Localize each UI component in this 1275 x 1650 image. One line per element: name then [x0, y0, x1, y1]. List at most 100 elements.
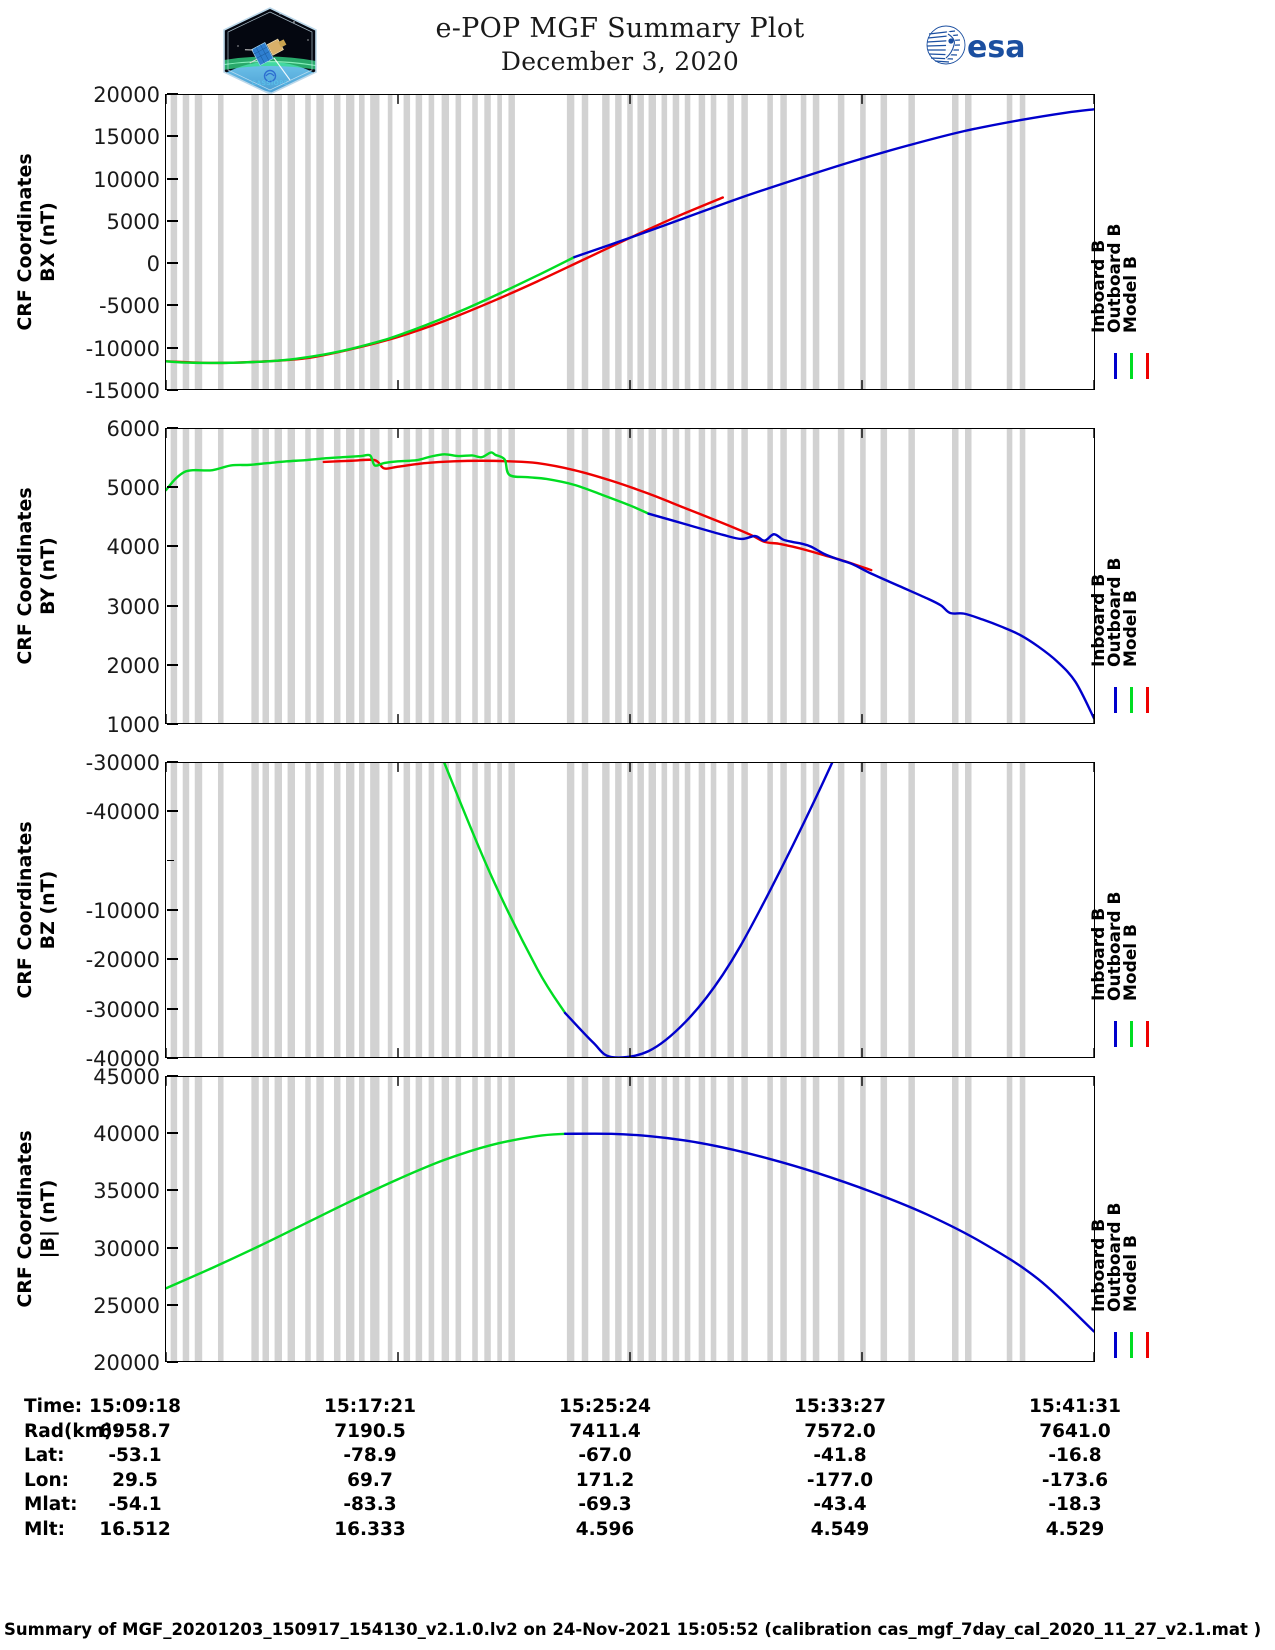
- y-tick-label: 20000: [93, 1351, 160, 1375]
- legend-swatch-outboard-b: [1130, 352, 1133, 379]
- table-row-label: Time:: [24, 1396, 83, 1417]
- page-header: CASSIOPE e-POP MGF Summary Plot December…: [0, 0, 1275, 95]
- y-tick-mark: [167, 1246, 178, 1249]
- table-cell: -177.0: [806, 1469, 874, 1491]
- y-tick-label: 10000: [93, 167, 160, 192]
- y-tick-mark: [167, 1057, 178, 1059]
- table-cell: -78.9: [343, 1445, 397, 1466]
- table-row: Lon: 29.5 69.7 171.2 -177.0 -173.6: [0, 1470, 1275, 1495]
- plot-area-b: [165, 1076, 1095, 1362]
- table-cell: 15:25:24: [558, 1396, 652, 1417]
- y-tick-label: 20000: [93, 83, 160, 107]
- table-cell: 15:09:18: [88, 1396, 182, 1417]
- legend-by: Inboard B Outboard B Model B: [1089, 517, 1169, 713]
- trace-lines: [166, 95, 1094, 389]
- table-row: Rad(km): 6958.7 7190.5 7411.4 7572.0 7641.0: [0, 1421, 1275, 1446]
- data-gap-bands: [166, 429, 1094, 723]
- y-tick-mark: [167, 545, 178, 548]
- mission-logo-caption: CASSIOPE: [251, 79, 288, 87]
- table-row: Mlt: 16.512 16.333 4.596 4.549 4.529: [0, 1519, 1275, 1544]
- title-block: e-POP MGF Summary Plot December 3, 2020: [330, 12, 910, 78]
- table-cell: -18.3: [1048, 1494, 1102, 1515]
- axis-title-bx: CRF Coordinates BX (nT): [14, 153, 59, 331]
- y-tick-label: 45000: [93, 1065, 160, 1089]
- y-axis-labels-bx: 20000 15000 10000 5000 0 -5000 -10000 -15000: [45, 83, 178, 403]
- y-tick-label: 4000: [106, 535, 160, 560]
- footer-note: Summary of MGF_20201203_150917_154130_v2…: [4, 1620, 1262, 1639]
- table-cell: 29.5: [112, 1469, 158, 1491]
- y-tick-label: 2000: [106, 653, 160, 678]
- table-cell: 15:41:31: [1028, 1396, 1122, 1417]
- esa-logo: esa: [925, 22, 1043, 68]
- y-tick-label: -15000: [85, 379, 160, 403]
- table-row-label: Mlt:: [24, 1518, 65, 1540]
- y-axis-labels-by: 6000 5000 4000 3000 2000 1000: [45, 417, 178, 737]
- table-cell: 16.333: [334, 1518, 406, 1540]
- trace-lines: [166, 763, 1094, 1057]
- y-tick-mark: [167, 663, 178, 666]
- legend-swatch-inboard-b: [1114, 352, 1117, 379]
- y-tick-mark: [167, 135, 178, 138]
- y-tick-label: -30000: [85, 751, 160, 775]
- y-tick-label: 15000: [93, 125, 160, 150]
- page-title: e-POP MGF Summary Plot: [435, 13, 805, 44]
- y-tick-label: 40000: [93, 1122, 160, 1147]
- axis-title-bz: CRF Coordinates BZ (nT): [14, 821, 59, 999]
- table-cell: -43.4: [813, 1494, 867, 1515]
- axis-title-by: CRF Coordinates BY (nT): [14, 487, 59, 665]
- y-axis-labels-bz: -30000 -40000 -10000 -20000 -30000 -40000: [45, 751, 178, 1071]
- legend-label-model-b: Model B: [1121, 255, 1141, 333]
- y-tick-label: 5000: [106, 209, 160, 234]
- table-cell: 15:17:21: [323, 1396, 417, 1417]
- legend-swatch-inboard-b: [1114, 1331, 1117, 1358]
- legend-b: Inboard B Outboard B Model B: [1089, 1162, 1169, 1358]
- y-tick-label: -40000: [85, 1047, 160, 1071]
- y-tick-label: 35000: [93, 1179, 160, 1204]
- y-tick-label: -10000: [85, 899, 160, 923]
- y-tick-mark: [167, 810, 178, 813]
- table-cell: 69.7: [347, 1469, 393, 1491]
- table-cell: -54.1: [108, 1494, 162, 1515]
- table-cell: 6958.7: [99, 1420, 171, 1442]
- table-row-label: Mlat:: [24, 1494, 78, 1515]
- table-row-label: Lat:: [24, 1445, 65, 1466]
- plot-area-by: [165, 428, 1095, 724]
- y-tick-mark: [167, 262, 178, 265]
- table-cell: 4.596: [575, 1518, 635, 1540]
- legend-swatch-outboard-b: [1130, 686, 1133, 713]
- y-tick-label: 1000: [106, 713, 160, 737]
- y-tick-label: -10000: [85, 336, 160, 361]
- y-tick-mark: [167, 219, 178, 222]
- legend-swatch-model-b: [1146, 1020, 1149, 1047]
- y-tick-label: 30000: [93, 1236, 160, 1261]
- table-row: Time: 15:09:18 15:17:21 15:25:24 15:33:27 15:…: [0, 1396, 1275, 1421]
- axis-title-b: CRF Coordinates |B| (nT): [14, 1130, 59, 1308]
- plot-area-bz: [165, 762, 1095, 1058]
- table-cell: 7572.0: [804, 1420, 876, 1442]
- table-row: Mlat: -54.1 -83.3 -69.3 -43.4 -18.3: [0, 1494, 1275, 1519]
- esa-logo-text: esa: [967, 30, 1025, 65]
- table-row: Lat: -53.1 -78.9 -67.0 -41.8 -16.8: [0, 1445, 1275, 1470]
- y-tick-mark: [167, 1189, 178, 1192]
- data-gap-bands: [166, 1077, 1094, 1361]
- table-cell: -41.8: [813, 1445, 867, 1466]
- legend-swatch-model-b: [1146, 686, 1149, 713]
- y-tick-label: 6000: [106, 417, 160, 441]
- trace-lines: [166, 429, 1094, 723]
- y-tick-mark: [167, 1303, 178, 1306]
- y-tick-label: -5000: [98, 294, 160, 319]
- y-tick-mark: [167, 859, 174, 862]
- y-tick-label: 25000: [93, 1293, 160, 1318]
- y-tick-mark: [167, 346, 178, 349]
- y-tick-mark: [167, 761, 178, 763]
- y-tick-mark: [167, 93, 178, 95]
- table-cell: 16.512: [99, 1518, 171, 1540]
- table-cell: -69.3: [578, 1494, 632, 1515]
- legend-label-model-b: Model B: [1121, 589, 1141, 667]
- cassiope-mission-logo: CASSIOPE: [216, 6, 324, 96]
- table-cell: -53.1: [108, 1445, 162, 1466]
- y-tick-mark: [167, 958, 178, 961]
- legend-swatch-outboard-b: [1130, 1331, 1133, 1358]
- data-gap-bands: [166, 763, 1094, 1057]
- table-cell: 7641.0: [1039, 1420, 1111, 1442]
